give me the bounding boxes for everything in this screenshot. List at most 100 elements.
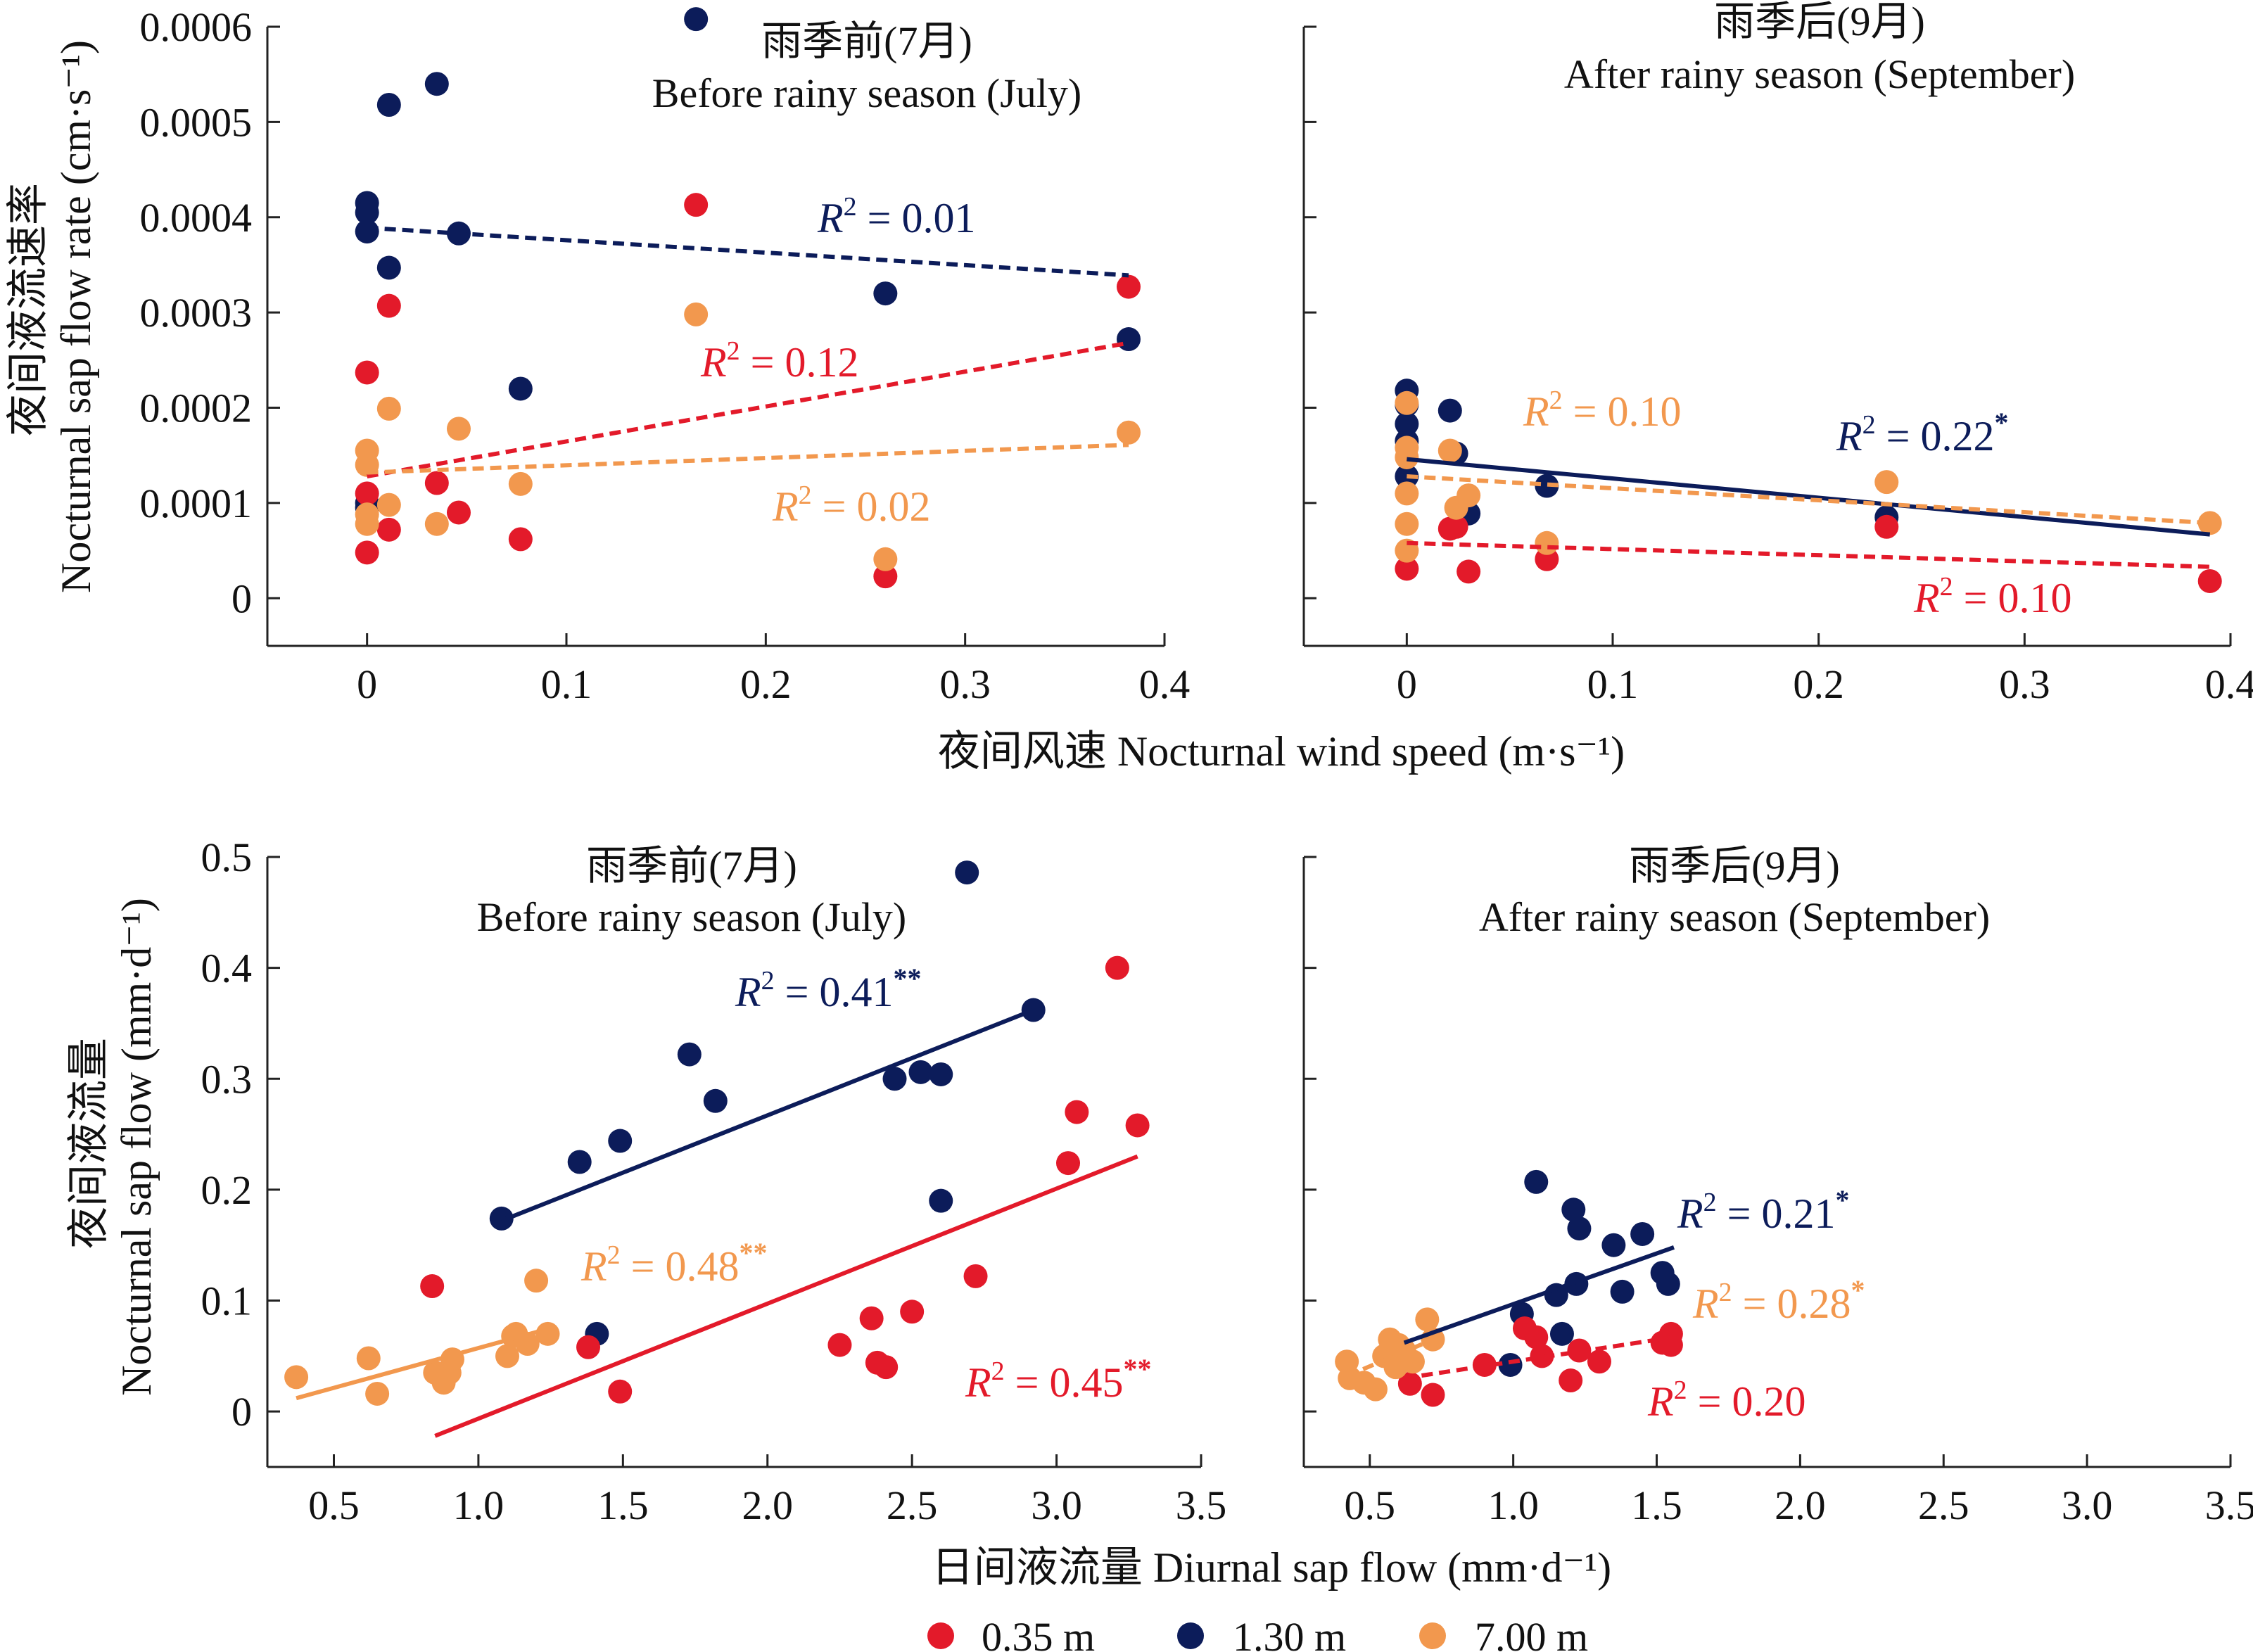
r2-label-0.35m: R2 = 0.20 [1647, 1375, 1806, 1425]
x-tick-label: 2.5 [887, 1482, 938, 1528]
x-tick-label: 0 [1397, 661, 1417, 707]
data-point-1.30m [376, 93, 401, 117]
data-point-1.30m [355, 201, 379, 224]
data-point-7.00m [1415, 1307, 1440, 1332]
r2-label-7.00m: R2 = 0.02 [772, 481, 931, 530]
x-tick-label: 0.2 [740, 661, 792, 707]
data-point-7.00m [356, 1346, 381, 1371]
r2-label-1.30m: R2 = 0.22* [1836, 407, 2009, 459]
x-tick-label: 1.5 [597, 1482, 649, 1528]
r2-value: = 0.10 [1563, 388, 1682, 435]
r2-significance: * [1995, 407, 2009, 438]
panel-bottom-left: 0.5 1.0 1.5 2.0 2.5 3.0 3.5 0 0.1 0.2 0.3 0.4 0.5 雨季前… [201, 834, 1227, 1528]
data-point-0.35m [900, 1300, 925, 1324]
fit-line-7.00m [296, 1328, 543, 1401]
r2-exponent: 2 [607, 1240, 621, 1270]
y-tick-label: 0.0002 [140, 386, 253, 431]
top-xlabel: 夜间风速 Nocturnal wind speed (m·s⁻¹) [938, 728, 1625, 775]
data-point-1.30m [1498, 1352, 1523, 1377]
data-point-0.35m [1444, 514, 1468, 539]
data-point-7.00m [2197, 511, 2222, 535]
data-point-0.35m [1056, 1151, 1081, 1176]
r2-label-0.35m: R2 = 0.12 [700, 336, 859, 386]
data-point-7.00m [1438, 438, 1462, 463]
fit-line-0.35m [1404, 1335, 1675, 1380]
data-point-1.30m [567, 1150, 592, 1174]
data-point-1.30m [684, 7, 709, 32]
data-point-7.00m [1395, 512, 1419, 536]
data-point-1.30m [376, 255, 401, 280]
x-tick-label: 0.5 [1345, 1482, 1396, 1528]
data-point-1.30m [703, 1088, 728, 1113]
r2-symbol: R [1677, 1190, 1703, 1237]
data-point-1.30m [1395, 412, 1419, 436]
data-point-0.35m [447, 500, 471, 525]
legend: 0.35 m 1.30 m 7.00 m [927, 1614, 1588, 1652]
data-point-7.00m [535, 1321, 560, 1346]
data-point-0.35m [1065, 1100, 1089, 1124]
top-ylabel-en: Nocturnal sap flow rate (cm·s⁻¹) [53, 40, 99, 593]
fit-line-1.30m [367, 225, 1129, 278]
r2-value: = 0.20 [1687, 1378, 1806, 1425]
r2-exponent: 2 [1674, 1375, 1687, 1405]
r2-label-7.00m: R2 = 0.48** [580, 1237, 768, 1290]
r2-symbol: R [735, 969, 761, 1015]
x-tick-label: 3.5 [1176, 1482, 1227, 1528]
data-point-1.30m [1567, 1216, 1592, 1241]
x-tick-label: 3.0 [1031, 1482, 1082, 1528]
y-tick-label: 0.0005 [140, 99, 253, 145]
data-point-7.00m [284, 1365, 309, 1390]
r2-value: = 0.02 [812, 483, 931, 530]
data-point-0.35m [2197, 568, 2222, 593]
data-point-1.30m [1535, 474, 1559, 498]
data-point-1.30m [1438, 398, 1462, 423]
r2-label-7.00m: R2 = 0.10 [1523, 386, 1682, 435]
data-point-1.30m [908, 1060, 933, 1084]
data-point-7.00m [376, 396, 401, 421]
panel-title-en: Before rainy season (July) [477, 894, 906, 940]
data-point-7.00m [1456, 483, 1481, 508]
y-tick-label: 0.2 [201, 1167, 253, 1213]
panel-title-en: After rainy season (September) [1564, 51, 2075, 97]
data-point-1.30m [355, 220, 379, 244]
data-point-7.00m [424, 512, 449, 536]
r2-value: = 0.22 [1876, 413, 1995, 459]
x-tick-label: 0.4 [1139, 661, 1191, 707]
data-point-0.35m [859, 1306, 884, 1330]
r2-value: = 0.01 [857, 195, 976, 241]
y-tick-label: 0 [231, 576, 252, 621]
data-point-7.00m [1395, 481, 1419, 506]
x-tick-label: 2.5 [1918, 1482, 1969, 1528]
r2-significance: ** [740, 1237, 768, 1269]
r2-label-1.30m: R2 = 0.41** [735, 962, 922, 1015]
r2-label-0.35m: R2 = 0.45** [965, 1353, 1152, 1406]
fit-line-1.30m [1403, 1245, 1675, 1345]
r2-exponent: 2 [727, 336, 740, 366]
r2-value: = 0.48 [621, 1243, 740, 1290]
x-tick-label: 3.0 [2062, 1482, 2113, 1528]
legend-label-1.30m: 1.30 m [1233, 1614, 1346, 1652]
data-point-0.35m [1105, 955, 1129, 980]
x-tick-label: 0.2 [1793, 661, 1844, 707]
x-tick-label: 0.1 [541, 661, 592, 707]
data-point-0.35m [827, 1333, 852, 1357]
legend-marker-1.30m [1177, 1622, 1204, 1649]
data-point-7.00m [508, 471, 533, 496]
data-point-1.30m [882, 1067, 907, 1091]
panel-title-cn: 雨季后(9月) [1629, 843, 1840, 889]
data-point-0.35m [963, 1264, 988, 1288]
fit-line-7.00m [367, 443, 1129, 475]
panel-title-cn: 雨季后(9月) [1714, 0, 1925, 44]
r2-exponent: 2 [1940, 572, 1953, 602]
fit-line-0.35m [1407, 540, 2210, 569]
y-tick-label: 0 [231, 1389, 252, 1435]
r2-symbol: R [1523, 388, 1549, 435]
data-point-1.30m [508, 376, 533, 401]
data-point-0.35m [1658, 1321, 1683, 1346]
data-point-7.00m [447, 417, 471, 441]
data-point-1.30m [929, 1188, 953, 1213]
panel-title-en: After rainy season (September) [1479, 894, 1990, 940]
data-point-0.35m [355, 540, 379, 565]
data-point-1.30m [1117, 327, 1141, 352]
